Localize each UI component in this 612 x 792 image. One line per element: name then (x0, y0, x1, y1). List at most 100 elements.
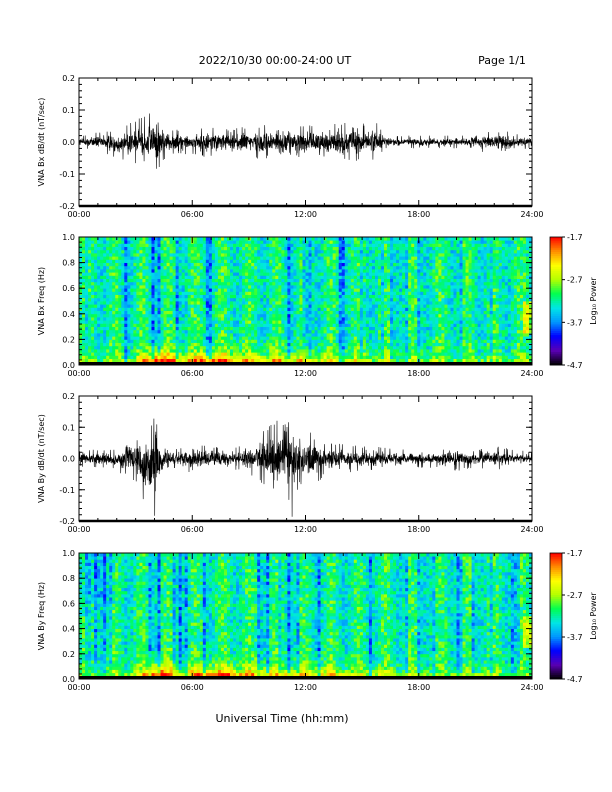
spectrogram-cell (438, 313, 442, 318)
spectrogram-cell (332, 262, 337, 267)
spectrogram-cell (97, 243, 101, 247)
spectrogram-cell (217, 285, 222, 289)
spectrogram-cell (374, 262, 379, 267)
spectrogram-cell (408, 317, 412, 321)
spectrogram-cell (302, 249, 306, 254)
spectrogram-cell (169, 240, 174, 244)
spectrogram-cell (100, 301, 104, 305)
spectrogram-cell (371, 243, 376, 247)
spectrogram-cell (444, 243, 448, 247)
spectrogram-cell (426, 323, 430, 327)
spectrogram-cell (82, 272, 86, 276)
spectrogram-cell (172, 259, 177, 263)
spectrogram-cell (109, 285, 113, 289)
spectrogram-cell (103, 281, 107, 286)
spectrogram-cell (136, 237, 140, 241)
spectrogram-cell (142, 355, 146, 359)
spectrogram-cell (390, 253, 394, 257)
spectrogram-cell (329, 249, 334, 254)
spectrogram-cell (121, 275, 125, 279)
spectrogram-cell (353, 240, 358, 244)
spectrogram-cell (365, 313, 370, 318)
spectrogram-cell (124, 256, 128, 260)
spectrogram-cell (85, 307, 89, 311)
spectrogram-cell (91, 256, 95, 260)
spectrogram-cell (145, 297, 149, 302)
spectrogram-cell (305, 275, 309, 279)
spectrogram-cell (248, 246, 252, 251)
spectrogram-cell (181, 313, 186, 318)
spectrogram-cell (308, 243, 312, 247)
spectrogram-cell (396, 317, 400, 321)
spectrogram-cell (435, 285, 439, 289)
spectrogram-cell (163, 326, 167, 331)
spectrogram-cell (305, 345, 309, 350)
spectrogram-cell (100, 307, 104, 311)
spectrogram-cell (387, 272, 391, 276)
spectrogram-cell (236, 256, 240, 260)
spectrogram-cell (226, 275, 231, 279)
spectrogram-cell (172, 297, 177, 302)
spectrogram-cell (163, 259, 167, 263)
spectrogram-cell (79, 278, 83, 283)
spectrogram-cell (133, 352, 137, 356)
spectrogram-cell (205, 240, 210, 244)
spectrogram-cell (371, 259, 376, 263)
spectrogram-cell (362, 243, 367, 247)
spectrogram-cell (263, 336, 267, 340)
spectrogram-cell (402, 291, 406, 295)
spectrogram-cell (160, 317, 164, 321)
spectrogram-cell (217, 326, 222, 331)
spectrogram-cell (166, 243, 170, 247)
spectrogram-cell (350, 304, 355, 308)
spectrogram-cell (287, 349, 291, 353)
spectrogram-cell (381, 253, 385, 257)
spectrogram-cell (88, 345, 92, 350)
spectrogram-cell (85, 256, 89, 260)
spectrogram-cell (329, 310, 334, 315)
spectrogram-cell (338, 253, 343, 257)
spectrogram-cell (260, 317, 264, 321)
x-tick-label: 12:00 (294, 210, 317, 219)
spectrogram-cell (88, 310, 92, 315)
spectrogram-cell (423, 345, 427, 350)
spectrogram-cell (160, 310, 164, 315)
spectrogram-cell (127, 313, 131, 318)
spectrogram-cell (405, 304, 409, 308)
spectrogram-cell (91, 352, 95, 356)
spectrogram-cell (133, 317, 137, 321)
spectrogram-cell (233, 329, 237, 334)
spectrogram-cell (338, 336, 343, 340)
spectrogram-cell (432, 253, 436, 257)
spectrogram-cell (148, 310, 152, 315)
spectrogram-cell (160, 307, 164, 311)
spectrogram-cell (353, 358, 358, 363)
spectrogram-cell (124, 329, 128, 334)
spectrogram-cell (374, 294, 379, 299)
spectrogram-cell (411, 262, 415, 267)
spectrogram-cell (205, 317, 210, 321)
spectrogram-cell (329, 358, 334, 363)
spectrogram-cell (245, 310, 249, 315)
spectrogram-cell (266, 313, 270, 318)
spectrogram-cell (332, 301, 337, 305)
spectrogram-cell (293, 342, 297, 347)
spectrogram-cell (308, 259, 312, 263)
spectrogram-cell (338, 272, 343, 276)
spectrogram-cell (133, 355, 137, 359)
spectrogram-cell (278, 246, 282, 251)
spectrogram-cell (263, 358, 267, 363)
spectrogram-cell (127, 294, 131, 299)
spectrogram-cell (214, 288, 219, 292)
spectrogram-cell (272, 329, 276, 334)
spectrogram-cell (121, 310, 125, 315)
spectrogram-cell (384, 253, 388, 257)
spectrogram-cell (127, 326, 131, 331)
spectrogram-cell (236, 345, 240, 350)
spectrogram-cell (187, 256, 192, 260)
spectrogram-cell (223, 297, 228, 302)
spectrogram-cell (344, 288, 349, 292)
spectrogram-cell (214, 253, 219, 257)
spectrogram-cell (181, 297, 186, 302)
spectrogram-cell (290, 297, 294, 302)
